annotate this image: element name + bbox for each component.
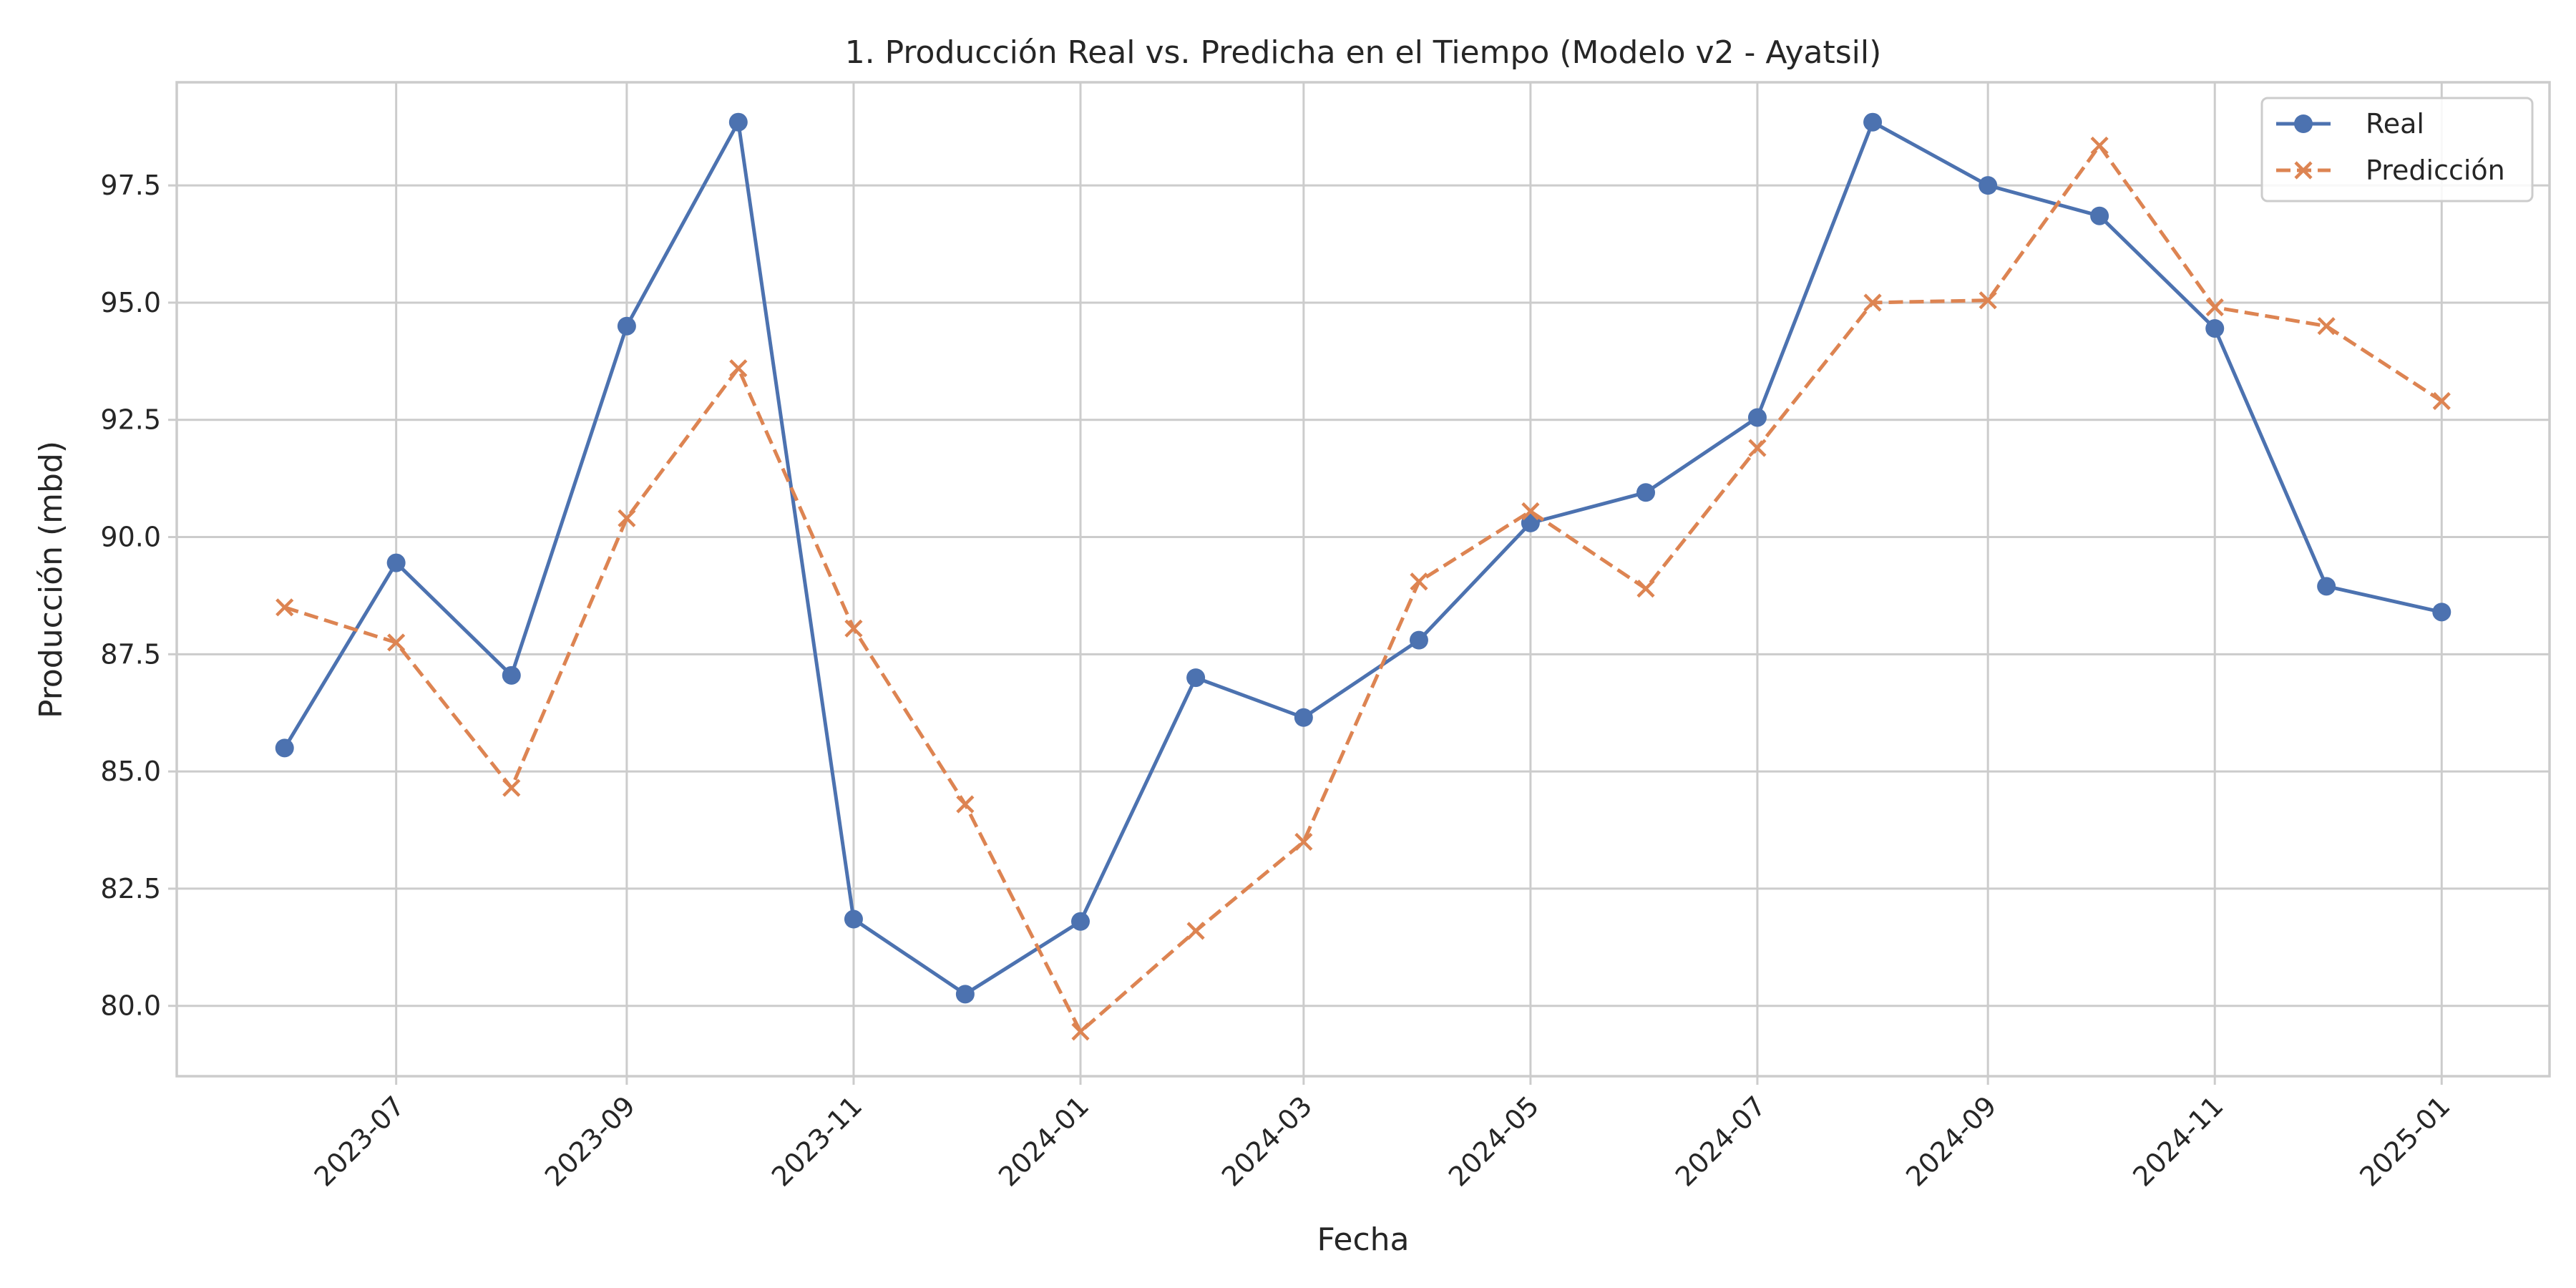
y-axis-ticks: 80.0 82.5 85.0 87.5 90.0 92.5 95.0 97.5 <box>100 170 177 1022</box>
series-prediccion <box>275 136 2451 1041</box>
data-point <box>729 359 748 378</box>
data-point <box>2205 298 2224 317</box>
data-point <box>1294 708 1313 727</box>
data-point <box>955 985 975 1004</box>
data-point <box>2432 391 2451 411</box>
data-point <box>2317 317 2336 336</box>
data-point <box>844 619 863 638</box>
data-point <box>1747 408 1767 427</box>
data-point <box>502 779 521 797</box>
x-tick-label: 2024-07 <box>1669 1090 1772 1192</box>
x-axis-ticks: 2023-07 2023-09 2023-11 2024-01 2024-03 2024-… <box>308 1076 2457 1193</box>
data-point <box>2090 206 2109 225</box>
data-point <box>1186 668 1206 688</box>
x-tick-label: 2023-07 <box>308 1090 411 1192</box>
y-tick-label: 90.0 <box>100 522 161 553</box>
data-point <box>1863 112 1883 132</box>
y-tick-label: 82.5 <box>100 873 161 904</box>
x-tick-label: 2024-11 <box>2127 1090 2229 1192</box>
y-tick-label: 97.5 <box>100 170 161 201</box>
x-tick-label: 2024-05 <box>1443 1090 1545 1192</box>
data-point <box>1636 483 1656 502</box>
x-tick-label: 2024-09 <box>1900 1090 2002 1192</box>
x-tick-label: 2025-01 <box>2353 1090 2456 1192</box>
data-point <box>2090 136 2109 155</box>
series-line <box>283 144 2443 1034</box>
data-point <box>2317 577 2336 596</box>
data-point <box>387 633 406 652</box>
series-line <box>283 120 2442 996</box>
data-point <box>1863 293 1882 312</box>
data-point <box>1979 291 1997 310</box>
grid <box>177 82 2550 1076</box>
data-point <box>728 112 748 132</box>
x-tick-label: 2024-03 <box>1216 1090 1318 1192</box>
data-point <box>1748 439 1767 457</box>
x-tick-label: 2024-01 <box>992 1090 1095 1192</box>
data-point <box>1294 832 1313 852</box>
y-tick-label: 95.0 <box>100 287 161 318</box>
data-point <box>617 316 636 336</box>
x-axis-label: Fecha <box>1317 1221 1409 1258</box>
chart-title: 1. Producción Real vs. Predicha en el Ti… <box>845 34 1882 71</box>
legend-marker <box>2294 114 2313 133</box>
legend: Real Predicción <box>2260 97 2534 203</box>
data-point <box>618 509 636 527</box>
y-tick-label: 85.0 <box>100 756 161 787</box>
series-layer <box>275 112 2451 1041</box>
data-point <box>1070 912 1090 931</box>
data-point <box>1521 502 1540 521</box>
data-point <box>1186 922 1205 940</box>
data-point <box>956 795 975 814</box>
data-point <box>275 738 294 758</box>
data-point <box>502 665 521 685</box>
plot-frame <box>175 81 2551 1078</box>
series-real <box>275 112 2451 1004</box>
y-tick-label: 92.5 <box>100 404 161 436</box>
x-tick-label: 2023-09 <box>539 1090 641 1192</box>
data-point <box>1636 580 1655 598</box>
data-point <box>844 909 863 929</box>
data-point <box>1071 1023 1090 1041</box>
data-point <box>275 598 294 617</box>
legend-marker <box>2294 161 2313 180</box>
legend-label: Real <box>2366 108 2424 140</box>
x-tick-label: 2023-11 <box>766 1090 868 1192</box>
y-tick-label: 80.0 <box>100 990 161 1022</box>
data-point <box>1521 513 1540 532</box>
legend-label: Predicción <box>2366 155 2505 186</box>
data-point <box>2205 318 2225 338</box>
data-point <box>1409 630 1428 650</box>
data-point <box>2432 602 2451 622</box>
data-point <box>386 553 406 572</box>
data-point <box>1410 572 1428 591</box>
y-axis-label: Producción (mbd) <box>33 441 69 718</box>
y-tick-label: 87.5 <box>100 638 161 670</box>
data-point <box>1979 176 1998 195</box>
